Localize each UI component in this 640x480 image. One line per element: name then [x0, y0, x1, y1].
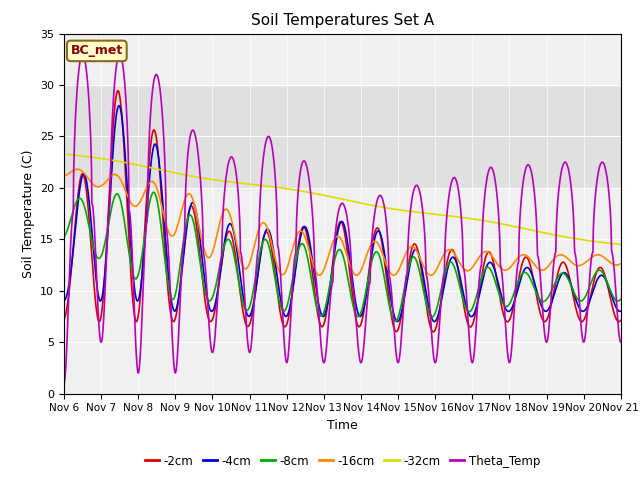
-2cm [552, 281, 559, 287]
-8cm [150, 189, 157, 195]
Line: -32cm: -32cm [64, 154, 621, 244]
-2cm [246, 319, 254, 324]
-16cm [617, 261, 625, 266]
-16cm [171, 231, 179, 237]
-8cm [171, 294, 179, 300]
-2cm [184, 212, 192, 217]
Title: Soil Temperatures Set A: Soil Temperatures Set A [251, 13, 434, 28]
-16cm [552, 254, 559, 260]
-2cm [617, 317, 625, 323]
-8cm [246, 301, 254, 307]
-2cm [114, 88, 122, 94]
Theta_Temp [617, 339, 625, 345]
-32cm [429, 211, 436, 217]
-8cm [429, 313, 437, 319]
-2cm [60, 317, 68, 323]
-32cm [246, 181, 254, 187]
Bar [64, 85, 621, 188]
-4cm [171, 308, 179, 314]
-8cm [60, 234, 68, 240]
Theta_Temp [551, 251, 559, 257]
Theta_Temp [79, 51, 86, 57]
-4cm [552, 288, 559, 293]
Line: Theta_Temp: Theta_Temp [64, 54, 621, 384]
-16cm [429, 271, 437, 277]
-16cm [316, 273, 323, 278]
Text: BC_met: BC_met [70, 44, 123, 58]
Theta_Temp [429, 349, 437, 355]
-16cm [184, 191, 192, 197]
Theta_Temp [60, 381, 68, 386]
Line: -4cm: -4cm [64, 106, 621, 322]
Theta_Temp [246, 348, 254, 353]
-4cm [115, 103, 123, 108]
Line: -16cm: -16cm [64, 169, 621, 276]
-32cm [617, 241, 625, 247]
-8cm [502, 304, 510, 310]
-2cm [171, 317, 179, 323]
-4cm [502, 307, 510, 312]
-16cm [246, 258, 254, 264]
-32cm [502, 222, 509, 228]
-8cm [552, 279, 559, 285]
-2cm [429, 329, 437, 335]
-32cm [551, 232, 559, 238]
-8cm [392, 318, 399, 324]
-16cm [60, 173, 68, 179]
Line: -8cm: -8cm [64, 192, 621, 321]
-32cm [170, 170, 178, 176]
-4cm [184, 215, 192, 220]
Line: -2cm: -2cm [64, 91, 621, 332]
-4cm [431, 319, 438, 324]
X-axis label: Time: Time [327, 419, 358, 432]
Theta_Temp [502, 328, 509, 334]
-2cm [502, 318, 510, 324]
-4cm [60, 298, 68, 304]
-8cm [617, 296, 625, 302]
-16cm [502, 267, 510, 273]
-2cm [429, 329, 437, 335]
Legend: -2cm, -4cm, -8cm, -16cm, -32cm, Theta_Temp: -2cm, -4cm, -8cm, -16cm, -32cm, Theta_Te… [140, 450, 545, 472]
-4cm [246, 312, 254, 318]
-4cm [429, 318, 437, 324]
-4cm [617, 308, 625, 314]
-16cm [74, 167, 81, 172]
Y-axis label: Soil Temperature (C): Soil Temperature (C) [22, 149, 35, 278]
Theta_Temp [171, 368, 179, 374]
Theta_Temp [184, 148, 192, 154]
-32cm [184, 172, 191, 178]
-8cm [184, 214, 192, 220]
-32cm [60, 151, 68, 157]
